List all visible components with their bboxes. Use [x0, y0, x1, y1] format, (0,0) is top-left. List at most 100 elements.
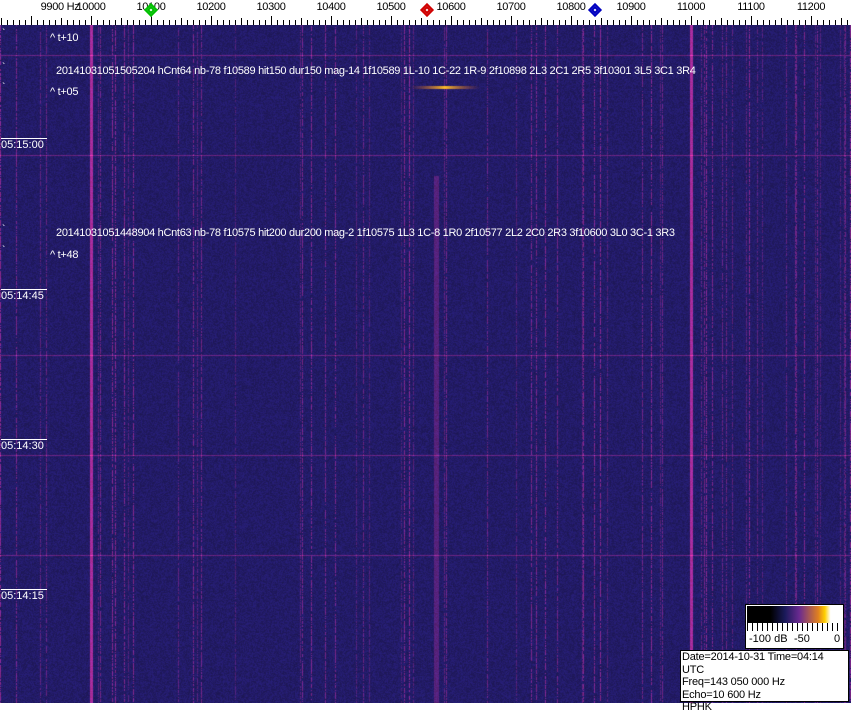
freq-tick [541, 18, 542, 25]
event-tick: ` [2, 224, 6, 235]
freq-tick [229, 20, 230, 25]
frequency: Freq=143 050 000 Hz [682, 676, 785, 688]
freq-tick [157, 20, 158, 25]
freq-tick [121, 18, 122, 25]
freq-tick [403, 20, 404, 25]
freq-tick [103, 20, 104, 25]
event-tick: ` [2, 62, 6, 73]
freq-tick [565, 20, 566, 25]
freq-tick [373, 20, 374, 25]
freq-tick [223, 20, 224, 25]
freq-tick [85, 20, 86, 25]
freq-label: 10000 [76, 1, 106, 13]
freq-tick [679, 20, 680, 25]
freq-tick [235, 20, 236, 25]
freq-label: 10200 [196, 1, 226, 13]
freq-tick [193, 20, 194, 25]
freq-tick [289, 20, 290, 25]
echo-frequency: Echo=10 600 Hz [682, 688, 761, 701]
freq-tick [55, 20, 56, 25]
freq-tick [787, 20, 788, 25]
freq-tick [643, 20, 644, 25]
freq-tick [835, 20, 836, 25]
freq-label: 10700 [496, 1, 526, 13]
freq-tick [211, 16, 212, 25]
freq-tick [433, 20, 434, 25]
freq-tick [247, 20, 248, 25]
freq-tick [709, 20, 710, 25]
freq-tick [535, 20, 536, 25]
freq-tick [367, 20, 368, 25]
freq-tick [595, 20, 596, 25]
freq-tick [769, 20, 770, 25]
freq-tick [391, 16, 392, 25]
freq-tick [547, 20, 548, 25]
freq-tick [145, 20, 146, 25]
freq-tick [829, 20, 830, 25]
freq-tick [79, 20, 80, 25]
freq-tick [757, 20, 758, 25]
freq-tick [553, 20, 554, 25]
freq-tick [715, 20, 716, 25]
freq-tick [37, 20, 38, 25]
freq-tick [763, 20, 764, 25]
freq-tick [739, 20, 740, 25]
freq-tick [727, 20, 728, 25]
freq-tick [271, 16, 272, 25]
red-frequency-marker[interactable] [419, 2, 435, 18]
freq-tick [73, 20, 74, 25]
freq-tick [109, 20, 110, 25]
freq-tick [685, 20, 686, 25]
freq-tick [439, 20, 440, 25]
frequency-axis: 9900 Hz 10000101001020010300104001050010… [0, 0, 851, 25]
event-tick: ` [2, 28, 6, 39]
freq-tick [703, 20, 704, 25]
meteor-event-report: 20141031051448904 hCnt63 nb-78 f10575 hi… [56, 227, 675, 239]
freq-tick [349, 20, 350, 25]
event-tick: ` [2, 245, 6, 256]
freq-tick [325, 20, 326, 25]
freq-tick [427, 20, 428, 25]
freq-tick [811, 16, 812, 25]
freq-tick [253, 20, 254, 25]
freq-tick [637, 20, 638, 25]
freq-tick [139, 20, 140, 25]
freq-label: 11000 [676, 1, 706, 13]
freq-tick [337, 20, 338, 25]
freq-tick [649, 20, 650, 25]
freq-tick [493, 20, 494, 25]
freq-tick [601, 18, 602, 25]
freq-tick [745, 20, 746, 25]
freq-tick [265, 20, 266, 25]
freq-label: 10400 [316, 1, 346, 13]
freq-tick [61, 18, 62, 25]
freq-tick [523, 20, 524, 25]
freq-tick [613, 20, 614, 25]
event-tick: ` [2, 82, 6, 93]
freq-tick [409, 20, 410, 25]
freq-tick [127, 20, 128, 25]
color-scale-min: -100 dB [749, 633, 788, 645]
freq-tick [721, 18, 722, 25]
freq-tick [379, 20, 380, 25]
freq-tick [475, 20, 476, 25]
freq-tick [397, 20, 398, 25]
color-scale-ticks [747, 623, 842, 631]
freq-tick [241, 18, 242, 25]
freq-tick [331, 16, 332, 25]
waterfall-spectrogram[interactable] [0, 25, 851, 703]
freq-tick [775, 20, 776, 25]
freq-tick [487, 20, 488, 25]
freq-tick [661, 18, 662, 25]
freq-label: 10900 [616, 1, 646, 13]
freq-tick [277, 20, 278, 25]
color-gradient [747, 606, 842, 623]
freq-tick [217, 20, 218, 25]
freq-tick [1, 18, 2, 25]
blue-frequency-marker[interactable] [587, 2, 603, 18]
time-label: 05:14:15 [1, 589, 47, 602]
freq-tick [187, 20, 188, 25]
freq-tick [133, 20, 134, 25]
freq-tick [445, 20, 446, 25]
freq-tick [181, 18, 182, 25]
